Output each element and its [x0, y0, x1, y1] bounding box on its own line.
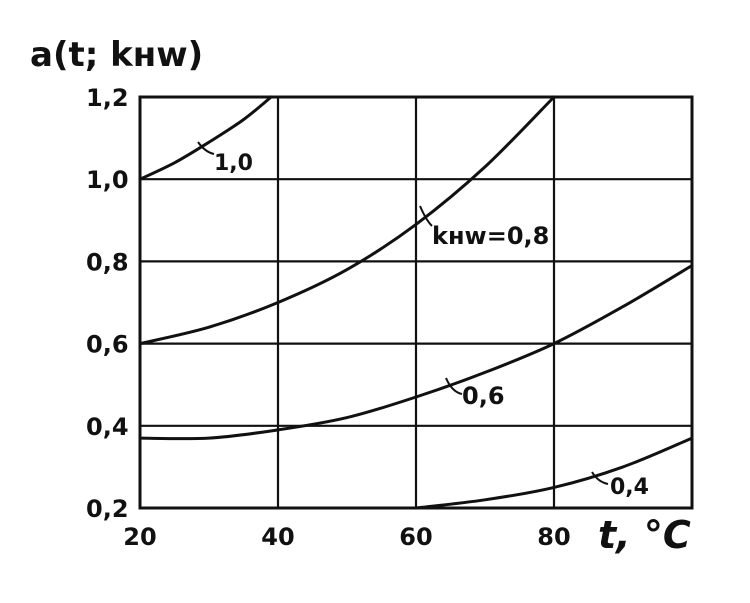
series-label-3: 0,4	[610, 475, 649, 500]
series-label-2: 0,6	[462, 382, 505, 410]
y-tick-label-2: 0,6	[86, 331, 129, 359]
x-tick-label-0: 20	[123, 523, 156, 551]
curve-labels: 1,0 kнw=0,8 0,6 0,4	[214, 151, 649, 500]
series-line-2	[138, 264, 694, 441]
series-label-0: 1,0	[214, 151, 253, 176]
series-label-leader-2	[445, 377, 463, 395]
tick-labels: 0,2 0,4 0,6 0,8 1,0 1,2 20 40 60 80	[86, 84, 571, 551]
grid	[138, 95, 694, 510]
x-tick-label-1: 40	[261, 523, 294, 551]
curves	[138, 95, 694, 510]
y-axis-label: a(t; kнw)	[30, 35, 203, 75]
y-tick-label-0: 0,2	[86, 495, 129, 523]
y-tick-label-1: 0,4	[86, 413, 129, 441]
series-line-0	[138, 95, 273, 181]
y-tick-label-4: 1,0	[86, 166, 129, 194]
series-label-leader-0	[197, 141, 215, 155]
y-tick-label-5: 1,2	[86, 84, 129, 112]
series-label-1: kнw=0,8	[432, 222, 549, 250]
x-axis-label: t, °C	[598, 513, 691, 557]
series-label-leader-3	[591, 471, 609, 485]
y-tick-label-3: 0,8	[86, 248, 129, 276]
series-line-3	[414, 436, 694, 510]
x-tick-label-2: 60	[399, 523, 432, 551]
label-leaders	[197, 141, 609, 485]
series-label-leader-1	[419, 205, 433, 227]
x-tick-label-3: 80	[537, 523, 570, 551]
series-line-1	[138, 95, 556, 346]
